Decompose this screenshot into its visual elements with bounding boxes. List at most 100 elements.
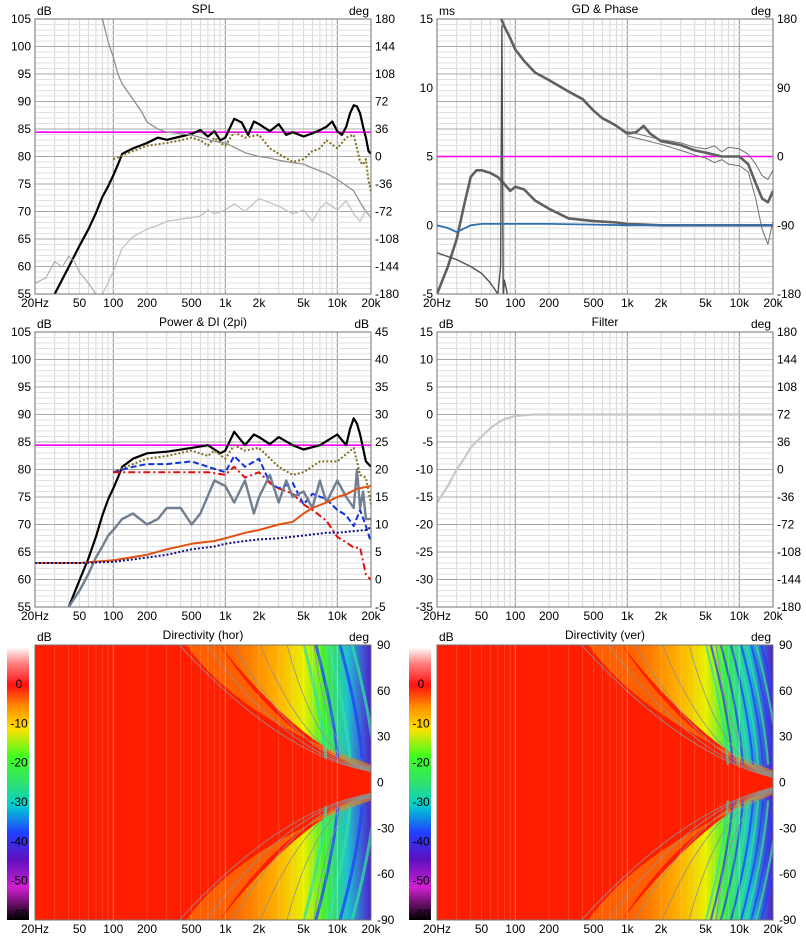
interference-band: [704, 800, 729, 920]
chart-title: Directivity (hor): [163, 628, 244, 642]
main-lobe: [437, 645, 773, 920]
contour-line: [661, 645, 773, 775]
right-unit-label: deg: [751, 630, 771, 644]
heatmap-area: [437, 645, 773, 920]
y2-tick-label: 20: [375, 463, 389, 477]
series-phase-upper: [627, 130, 773, 180]
y2-tick-label: 10: [375, 518, 389, 532]
interference-band: [719, 800, 745, 920]
colorbar-tick-label: -30: [10, 795, 28, 809]
x-tick-label: 500: [584, 296, 604, 310]
plot-frame: [436, 18, 774, 295]
x-tick-label: 2k: [253, 922, 267, 936]
colorbar: [7, 647, 29, 920]
right-unit-label: deg: [349, 630, 369, 644]
colorbar-tick-label: -60: [10, 907, 28, 921]
y2-tick-label: -30: [779, 821, 797, 835]
y-tick-label: 70: [18, 205, 32, 219]
y-tick-label: 10: [420, 81, 434, 95]
y-tick-label: 105: [11, 325, 31, 339]
series-filter-response: [437, 413, 773, 504]
x-tick-label: 5k: [699, 609, 713, 623]
y-tick-label: 5: [426, 150, 433, 164]
x-tick-label: 2k: [655, 296, 669, 310]
y2-tick-label: -72: [777, 518, 795, 532]
y2-tick-label: 0: [375, 573, 382, 587]
chart-panel-2: Power & DI (2pi)dB dB10510095908580757065…: [11, 315, 389, 623]
y-tick-label: 10: [420, 353, 434, 367]
colorbar-tick-label: -50: [10, 874, 28, 888]
y2-tick-label: 40: [375, 353, 389, 367]
y-tick-label: 90: [18, 95, 32, 109]
x-tick-label: 200: [137, 609, 157, 623]
x-tick-label: 10k: [328, 296, 348, 310]
y2-tick-label: 90: [377, 638, 391, 652]
interference-band: [724, 645, 750, 765]
interference-band: [338, 645, 364, 759]
contour-line: [259, 645, 371, 769]
x-tick-label: 500: [584, 609, 604, 623]
x-tick-label: 100: [103, 922, 123, 936]
y2-tick-label: 0: [777, 463, 784, 477]
y2-tick-label: 0: [777, 150, 784, 164]
x-tick-label: 200: [539, 609, 559, 623]
contour-line: [608, 788, 773, 920]
y2-tick-label: 30: [377, 730, 391, 744]
x-tick-label: 1k: [219, 296, 233, 310]
x-tick-label: 50: [475, 609, 489, 623]
series-impulse-spike: [437, 25, 509, 294]
colorbar-tick-label: 0: [16, 677, 23, 691]
series-power-dashed-olive: [112, 444, 371, 505]
contour-line: [581, 645, 773, 778]
y-tick-label: 65: [18, 545, 32, 559]
contour-line: [313, 798, 371, 920]
y2-tick-label: 0: [375, 150, 382, 164]
interference-band: [729, 645, 755, 765]
y-tick-label: 75: [18, 177, 32, 191]
series-spl: [53, 104, 371, 294]
lobe-edge: [186, 645, 371, 773]
y2-tick-label: 90: [777, 81, 791, 95]
x-tick-label: 500: [182, 296, 202, 310]
y2-tick-label: 60: [779, 684, 793, 698]
x-tick-label: 5k: [699, 296, 713, 310]
x-tick-label: 10k: [730, 922, 750, 936]
series-group-delay: [437, 169, 773, 294]
y2-tick-label: -60: [377, 867, 395, 881]
chart-panel-0: SPL dB deg 105 100 95 90 85 80 75 70 65 60 55 180 144 10…: [11, 2, 399, 310]
x-tick-label: 20Hz: [423, 296, 451, 310]
x-tick-label: 1k: [621, 609, 635, 623]
x-tick-label: 500: [182, 609, 202, 623]
y2-tick-label: 0: [377, 776, 384, 790]
interference-band: [314, 806, 340, 920]
plot-frame: [34, 644, 372, 921]
contour-line: [232, 795, 371, 920]
left-unit-label: dB: [439, 317, 454, 331]
x-tick-label: 50: [73, 296, 87, 310]
contour-line: [206, 645, 371, 771]
x-tick-label: 20Hz: [21, 296, 49, 310]
x-tick-label: 5k: [699, 922, 713, 936]
x-tick-label: 100: [103, 609, 123, 623]
y2-tick-label: -90: [777, 218, 795, 232]
x-tick-label: 10k: [328, 609, 348, 623]
y-tick-label: 60: [18, 260, 32, 274]
y-tick-label: 15: [420, 325, 434, 339]
y-tick-label: -15: [416, 490, 434, 504]
contour-line: [634, 645, 773, 776]
y2-tick-label: 30: [375, 408, 389, 422]
x-tick-label: 20k: [763, 296, 783, 310]
y-tick-label: 95: [18, 67, 32, 81]
contour-line: [232, 645, 371, 770]
y-tick-label: 5: [426, 380, 433, 394]
series-di-orange: [35, 485, 371, 564]
interference-band: [709, 800, 734, 920]
y2-tick-label: 36: [777, 435, 791, 449]
colorbar-tick-label: -10: [412, 716, 430, 730]
x-tick-label: 50: [475, 296, 489, 310]
y2-tick-label: -90: [377, 913, 395, 927]
chart-title: Power & DI (2pi): [159, 315, 247, 329]
y2-tick-label: -144: [777, 573, 801, 587]
